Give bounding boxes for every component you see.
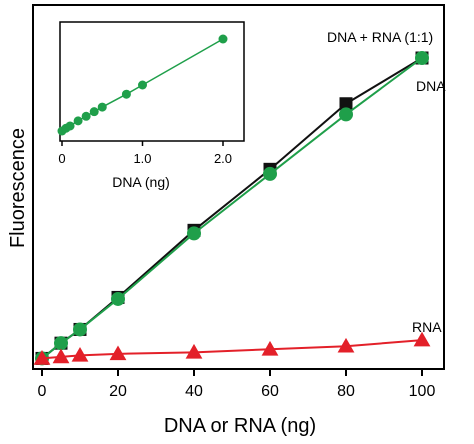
inset-frame xyxy=(59,21,245,142)
inset-x-axis-title: DNA (ng) xyxy=(112,174,170,190)
inset-data-point xyxy=(89,107,99,117)
data-point xyxy=(413,331,431,347)
main-x-tick-label: 60 xyxy=(261,383,279,400)
data-point xyxy=(339,107,353,122)
data-point xyxy=(52,348,70,364)
data-point xyxy=(54,336,68,351)
main-series-group xyxy=(33,51,431,366)
main-y-axis-title: Fluorescence xyxy=(7,128,29,248)
series-label-dna: DNA xyxy=(416,78,446,94)
data-point xyxy=(33,350,51,365)
series-label-dna-rna: DNA + RNA (1:1) xyxy=(327,29,433,45)
data-point xyxy=(263,166,277,181)
inset-series-group xyxy=(57,34,228,136)
main-x-tick-label: 0 xyxy=(38,383,47,400)
data-point xyxy=(109,345,127,361)
inset-data-point xyxy=(138,80,147,90)
series-2 xyxy=(33,331,431,365)
main-x-axis-title: DNA or RNA (ng) xyxy=(164,415,316,437)
inset-x-tick-labels: 0 1.0 2.0 xyxy=(58,151,232,166)
inset-x-tick-label: 0 xyxy=(58,151,65,166)
data-point xyxy=(73,322,87,337)
inset-x-tick-label: 2.0 xyxy=(214,151,232,166)
inset-data-point xyxy=(121,89,131,99)
data-point xyxy=(337,337,355,353)
series-label-rna: RNA xyxy=(412,319,442,335)
data-point xyxy=(71,346,89,362)
inset-data-point xyxy=(81,111,91,121)
series-line xyxy=(41,339,423,360)
inset-x-ticks xyxy=(61,141,224,146)
main-x-tick-label: 100 xyxy=(409,383,436,400)
inset-data-point xyxy=(65,121,75,131)
inset-data-point xyxy=(73,116,83,126)
main-x-tick-labels: 0 20 40 60 80 100 xyxy=(38,383,436,400)
main-x-tick-label: 40 xyxy=(185,383,203,400)
main-x-tick-label: 20 xyxy=(109,383,127,400)
data-point xyxy=(187,226,201,241)
data-point xyxy=(261,340,279,356)
data-point xyxy=(415,51,429,65)
data-point xyxy=(185,343,203,359)
inset-series-0 xyxy=(57,34,228,136)
data-point xyxy=(111,291,125,306)
main-x-tick-label: 80 xyxy=(337,383,355,400)
data-point xyxy=(339,97,353,111)
inset-data-point xyxy=(218,34,228,44)
inset-x-tick-label: 1.0 xyxy=(133,151,151,166)
inset-data-point xyxy=(97,102,107,112)
main-plot-frame xyxy=(32,4,445,370)
main-x-ticks xyxy=(41,369,423,376)
